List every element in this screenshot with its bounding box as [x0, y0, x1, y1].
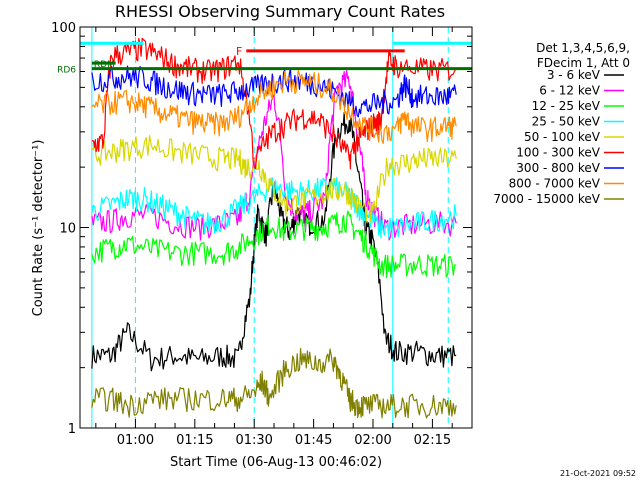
x-tick-label-4: 02:00	[354, 433, 391, 448]
series-line-2	[91, 210, 457, 279]
series-line-6	[91, 65, 457, 118]
legend-label-1: 6 - 12 keV	[539, 84, 601, 98]
legend: Det 1,3,4,5,6,9,FDecim 1, Att 03 - 6 keV…	[493, 41, 630, 206]
legend-label-6: 300 - 800 keV	[516, 161, 600, 175]
y-tick-label-0: 1	[68, 422, 76, 437]
x-tick-label-3: 01:45	[295, 433, 332, 448]
legend-label-5: 100 - 300 keV	[516, 146, 600, 160]
annotation-label-1: RD6	[57, 66, 76, 76]
axes: 1 10 100 01:00 01:15 01:30 01:45 02:00 02:15	[51, 21, 473, 448]
x-axis-label: Start Time (06-Aug-13 00:46:02)	[170, 455, 382, 470]
series-lines	[91, 37, 457, 419]
series-line-5	[91, 37, 457, 170]
x-tick-label-2: 01:30	[235, 433, 272, 448]
annotation-label-0: F	[236, 45, 242, 58]
chart-title: RHESSI Observing Summary Count Rates	[115, 2, 445, 21]
y-tick-label-2: 100	[51, 21, 76, 36]
legend-label-0: 3 - 6 keV	[547, 68, 601, 82]
x-tick-label-5: 02:15	[414, 433, 451, 448]
footer-timestamp: 21-Oct-2021 09:52	[560, 469, 636, 478]
series-line-1	[91, 70, 457, 241]
legend-label-2: 12 - 25 keV	[532, 99, 601, 113]
y-tick-label-1: 10	[59, 222, 76, 237]
x-tick-label-0: 01:00	[117, 433, 154, 448]
legend-label-8: 7000 - 15000 keV	[493, 192, 600, 206]
annotation-label-2: RDM	[94, 60, 115, 70]
legend-label-3: 25 - 50 keV	[532, 115, 601, 129]
series-line-3	[91, 176, 457, 239]
series-line-0	[91, 111, 457, 372]
series-line-7	[91, 69, 457, 144]
series-line-8	[91, 348, 457, 419]
series-line-4	[91, 135, 457, 223]
legend-header-0: Det 1,3,4,5,6,9,	[536, 41, 630, 55]
x-tick-label-1: 01:15	[176, 433, 213, 448]
annotations: F RD6 RDM	[57, 41, 472, 76]
legend-label-4: 50 - 100 keV	[524, 130, 601, 144]
y-axis-label: Count Rate (s⁻¹ detector⁻¹)	[31, 140, 46, 317]
legend-label-7: 800 - 7000 keV	[509, 177, 601, 191]
legend-header-1: FDecim 1, Att 0	[537, 56, 630, 70]
